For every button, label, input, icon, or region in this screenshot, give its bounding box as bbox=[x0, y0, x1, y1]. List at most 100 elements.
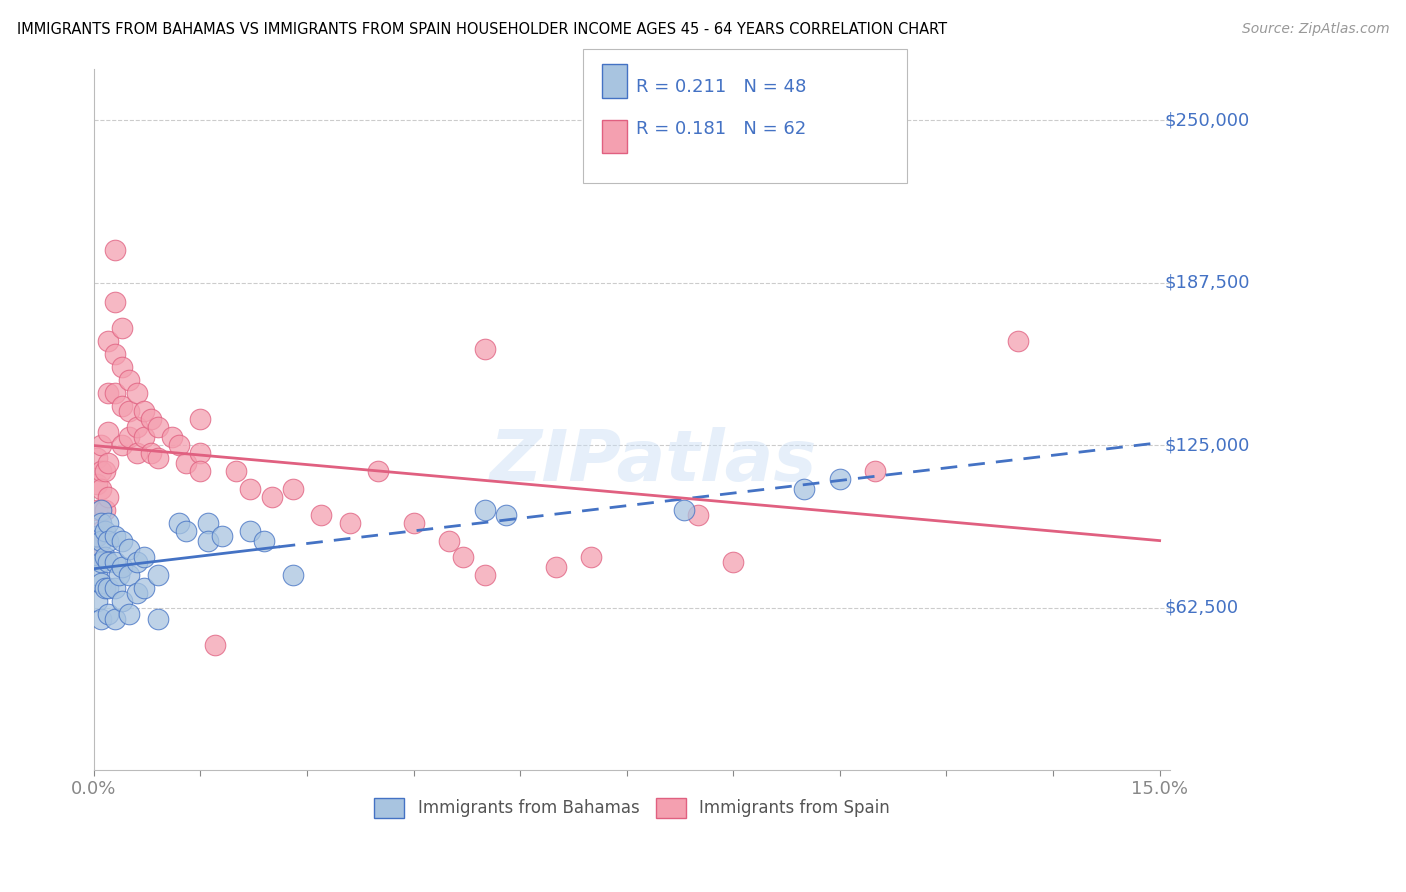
Point bbox=[167, 516, 190, 531]
Point bbox=[90, 555, 112, 569]
Point bbox=[86, 549, 108, 564]
Point bbox=[125, 446, 148, 460]
Point bbox=[225, 464, 247, 478]
Point bbox=[86, 594, 108, 608]
Point bbox=[86, 529, 108, 543]
Point bbox=[93, 549, 115, 564]
Point bbox=[86, 477, 108, 491]
Point bbox=[97, 425, 120, 440]
Point bbox=[111, 321, 134, 335]
Point bbox=[93, 503, 115, 517]
Point bbox=[367, 464, 389, 478]
Point bbox=[253, 534, 276, 549]
Point bbox=[90, 549, 112, 564]
Point bbox=[97, 516, 120, 531]
Point bbox=[111, 360, 134, 375]
Point bbox=[90, 516, 112, 531]
Point bbox=[190, 446, 212, 460]
Point bbox=[146, 451, 169, 466]
Point bbox=[118, 430, 141, 444]
Text: $187,500: $187,500 bbox=[1166, 274, 1250, 292]
Point bbox=[190, 464, 212, 478]
Point bbox=[167, 438, 190, 452]
Point bbox=[97, 457, 120, 471]
Point bbox=[581, 549, 603, 564]
Point bbox=[86, 568, 108, 582]
Point bbox=[174, 524, 197, 538]
Text: R = 0.181   N = 62: R = 0.181 N = 62 bbox=[636, 120, 806, 138]
Legend: Immigrants from Bahamas, Immigrants from Spain: Immigrants from Bahamas, Immigrants from… bbox=[367, 791, 897, 825]
Point bbox=[239, 524, 262, 538]
Point bbox=[97, 534, 120, 549]
Point bbox=[211, 529, 233, 543]
Point bbox=[190, 412, 212, 426]
Point bbox=[104, 386, 127, 401]
Point bbox=[104, 612, 127, 626]
Point bbox=[97, 555, 120, 569]
Point bbox=[474, 568, 496, 582]
Point bbox=[132, 430, 155, 444]
Point bbox=[125, 420, 148, 434]
Point bbox=[474, 503, 496, 517]
Point bbox=[86, 503, 108, 517]
Point bbox=[1007, 334, 1029, 349]
Point bbox=[90, 503, 112, 517]
Point bbox=[118, 373, 141, 387]
Point bbox=[93, 524, 115, 538]
Point bbox=[146, 568, 169, 582]
Point bbox=[686, 508, 709, 523]
Point bbox=[132, 581, 155, 595]
Point bbox=[204, 638, 226, 652]
Text: ZIPatlas: ZIPatlas bbox=[489, 427, 817, 496]
Point bbox=[93, 581, 115, 595]
Point bbox=[93, 464, 115, 478]
Point bbox=[197, 534, 219, 549]
Point bbox=[118, 607, 141, 621]
Point bbox=[495, 508, 517, 523]
Point bbox=[125, 386, 148, 401]
Point bbox=[437, 534, 460, 549]
Point bbox=[90, 612, 112, 626]
Point bbox=[107, 568, 129, 582]
Point bbox=[174, 457, 197, 471]
Point bbox=[281, 483, 304, 497]
Point bbox=[104, 555, 127, 569]
Point bbox=[97, 334, 120, 349]
Point bbox=[104, 581, 127, 595]
Text: $62,500: $62,500 bbox=[1166, 599, 1239, 616]
Text: IMMIGRANTS FROM BAHAMAS VS IMMIGRANTS FROM SPAIN HOUSEHOLDER INCOME AGES 45 - 64: IMMIGRANTS FROM BAHAMAS VS IMMIGRANTS FR… bbox=[17, 22, 948, 37]
Point bbox=[97, 607, 120, 621]
Point bbox=[339, 516, 361, 531]
Point bbox=[239, 483, 262, 497]
Point bbox=[111, 438, 134, 452]
Point bbox=[104, 529, 127, 543]
Point bbox=[118, 568, 141, 582]
Point bbox=[104, 347, 127, 361]
Point bbox=[86, 529, 108, 543]
Point bbox=[97, 490, 120, 504]
Point bbox=[723, 555, 745, 569]
Point bbox=[111, 594, 134, 608]
Point bbox=[453, 549, 475, 564]
Text: R = 0.211   N = 48: R = 0.211 N = 48 bbox=[636, 78, 806, 96]
Point bbox=[146, 612, 169, 626]
Point bbox=[146, 420, 169, 434]
Point bbox=[125, 555, 148, 569]
Point bbox=[139, 412, 162, 426]
Point bbox=[544, 560, 567, 574]
Point bbox=[111, 534, 134, 549]
Point bbox=[111, 560, 134, 574]
Point bbox=[97, 581, 120, 595]
Point bbox=[90, 438, 112, 452]
Point bbox=[111, 399, 134, 413]
Point bbox=[281, 568, 304, 582]
Point bbox=[672, 503, 695, 517]
Point bbox=[104, 244, 127, 258]
Point bbox=[402, 516, 425, 531]
Point bbox=[793, 483, 815, 497]
Point bbox=[90, 464, 112, 478]
Text: $125,000: $125,000 bbox=[1166, 436, 1250, 454]
Point bbox=[132, 549, 155, 564]
Point bbox=[474, 342, 496, 356]
Point bbox=[86, 451, 108, 466]
